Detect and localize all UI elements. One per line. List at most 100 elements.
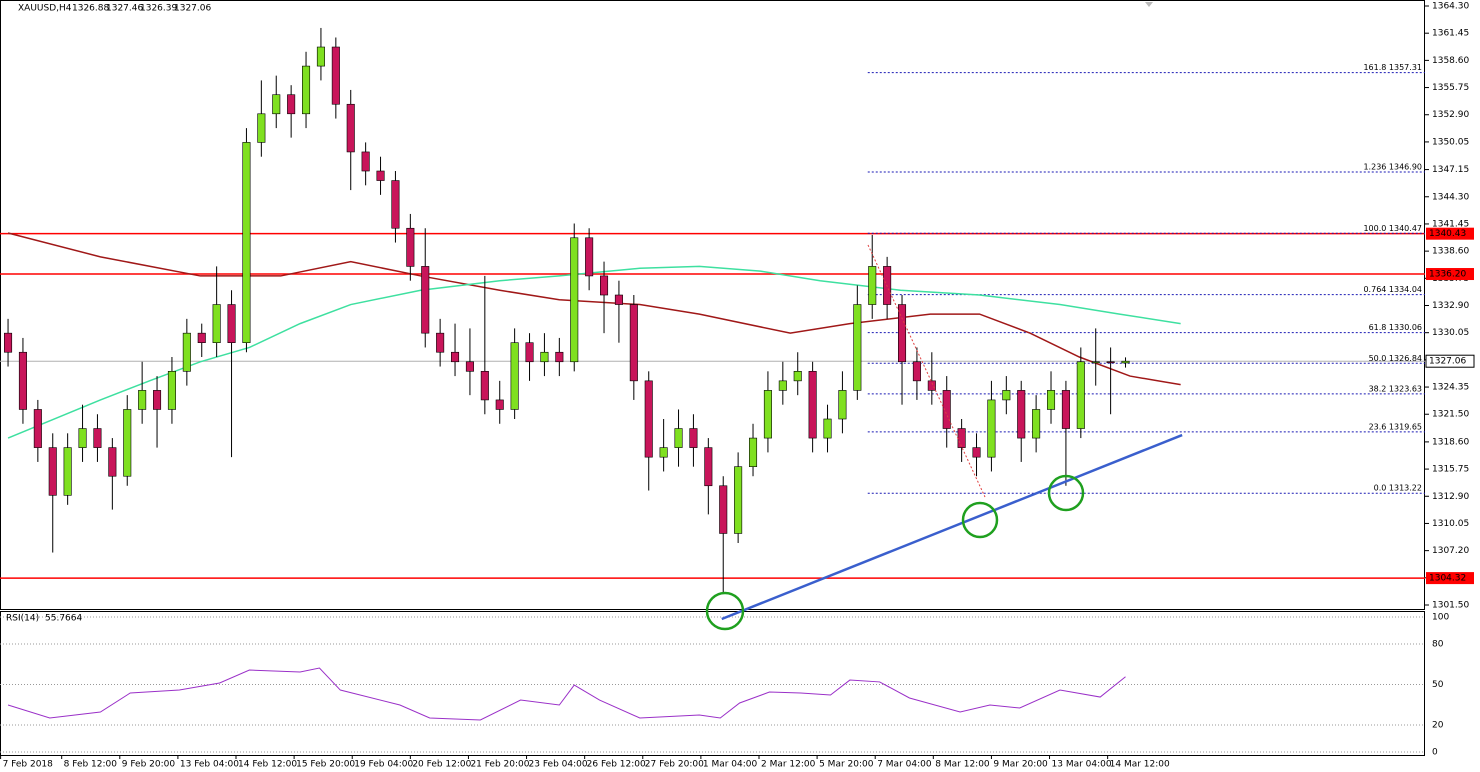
y-tick-label: 1315.75 [1432, 465, 1469, 475]
candle-body [227, 304, 236, 343]
candle-body [719, 485, 728, 534]
y-tick-label: 1347.15 [1432, 165, 1469, 175]
fib-label: 23.6 1319.65 [1369, 422, 1422, 431]
candle-body [391, 180, 400, 229]
candle-body [972, 447, 981, 458]
y-tick-label: 1312.90 [1432, 492, 1469, 502]
x-tick-label: 26 Feb 12:00 [587, 760, 646, 770]
candle-body [63, 447, 72, 496]
candle-body [897, 304, 907, 363]
candle-body [182, 332, 191, 372]
candle-body [1091, 361, 1100, 364]
candle-body [33, 409, 42, 448]
candle-body [421, 266, 430, 334]
shift-marker [1145, 2, 1153, 7]
candle-body [93, 428, 102, 448]
x-tick-label: 13 Mar 04:00 [1052, 760, 1112, 770]
y-tick-label: 1307.20 [1432, 546, 1469, 556]
candle-body [1002, 390, 1011, 401]
y-tick-label: 1355.75 [1432, 83, 1469, 93]
candle-body [1061, 390, 1070, 429]
candle-body [734, 466, 743, 534]
chart-title: XAUUSD,H4 [18, 4, 72, 14]
moving-average [7, 265, 1181, 439]
y-tick-label: 1358.60 [1432, 56, 1469, 66]
y-tick-label: 1332.90 [1432, 301, 1469, 311]
candle-body [793, 371, 802, 382]
candle-body [689, 428, 698, 448]
candle-body [212, 304, 221, 343]
candle-body [316, 46, 325, 67]
x-tick-label: 7 Feb 2018 [3, 760, 54, 770]
rsi-tick-label: 100 [1432, 613, 1449, 623]
candle-body [987, 399, 996, 458]
candle-body [749, 437, 758, 467]
candle-body [436, 332, 445, 353]
y-tick-label: 1321.50 [1432, 410, 1469, 420]
y-tick-label: 1324.35 [1432, 383, 1469, 393]
candle-body [1076, 361, 1085, 429]
candle-body [480, 371, 489, 401]
x-tick-label: 5 Mar 20:00 [819, 760, 874, 770]
candle-body [570, 237, 579, 363]
fib-label: 0.0 1313.22 [1374, 484, 1422, 493]
x-tick-label: 27 Feb 20:00 [645, 760, 704, 770]
x-tick-label: 19 Feb 04:00 [354, 760, 413, 770]
candle-body [942, 390, 951, 429]
header-high: 1327.46 [106, 4, 143, 14]
support-circle [705, 591, 745, 631]
support-circle [961, 501, 999, 539]
candle-body [302, 65, 311, 115]
candle-body [525, 342, 534, 363]
price-panel [0, 0, 1425, 610]
fib-label: 161.8 1357.31 [1363, 63, 1422, 72]
support-circle [1047, 474, 1085, 512]
candle-body [272, 94, 281, 115]
candle-body [78, 428, 87, 448]
candle-body [346, 103, 355, 153]
y-tick-label: 1364.30 [1432, 2, 1469, 12]
candle-body [167, 371, 176, 410]
rsi-panel [0, 611, 1425, 756]
candle-body [853, 304, 862, 391]
x-tick-label: 15 Feb 20:00 [296, 760, 355, 770]
candle-body [912, 361, 921, 382]
x-tick-label: 7 Mar 04:00 [877, 760, 932, 770]
candle-body [808, 371, 817, 439]
candle-body [957, 428, 966, 448]
fib-anchor-line [867, 244, 986, 498]
x-tick-label: 8 Mar 12:00 [935, 760, 990, 770]
candle-body [465, 361, 474, 372]
x-tick-label: 23 Feb 04:00 [529, 760, 588, 770]
level-label-box [1426, 572, 1474, 585]
y-tick-label: 1310.05 [1432, 519, 1469, 529]
candle-body [4, 332, 13, 353]
candle-body [287, 94, 296, 115]
candle-body [823, 418, 832, 439]
candle-body [495, 399, 504, 410]
candle-body [197, 332, 206, 343]
level-label-box [1426, 227, 1474, 240]
candle-body [555, 351, 564, 363]
header-low: 1326.39 [140, 4, 177, 14]
candle-body [406, 227, 415, 267]
x-tick-label: 14 Feb 12:00 [238, 760, 297, 770]
candle-body [644, 380, 653, 458]
last-price-label: 1327.06 [1429, 357, 1466, 367]
candle-body [540, 351, 549, 363]
x-tick-label: 9 Feb 20:00 [122, 760, 176, 770]
candle-body [763, 390, 772, 439]
y-tick-label: 1344.30 [1432, 192, 1469, 202]
y-tick-label: 1301.50 [1432, 600, 1469, 610]
candle-body [257, 113, 266, 143]
header-open: 1326.88 [72, 4, 109, 14]
candle-body [510, 342, 519, 410]
candle-body [108, 447, 117, 477]
candle-body [927, 380, 936, 391]
y-tick-label: 1361.45 [1432, 29, 1469, 39]
rsi-name: RSI(14) [6, 614, 39, 624]
x-tick-label: 9 Mar 20:00 [993, 760, 1048, 770]
rsi-tick-label: 20 [1432, 721, 1444, 731]
level-label: 1336.20 [1429, 270, 1466, 280]
fib-label: 1.236 1346.90 [1363, 162, 1422, 171]
